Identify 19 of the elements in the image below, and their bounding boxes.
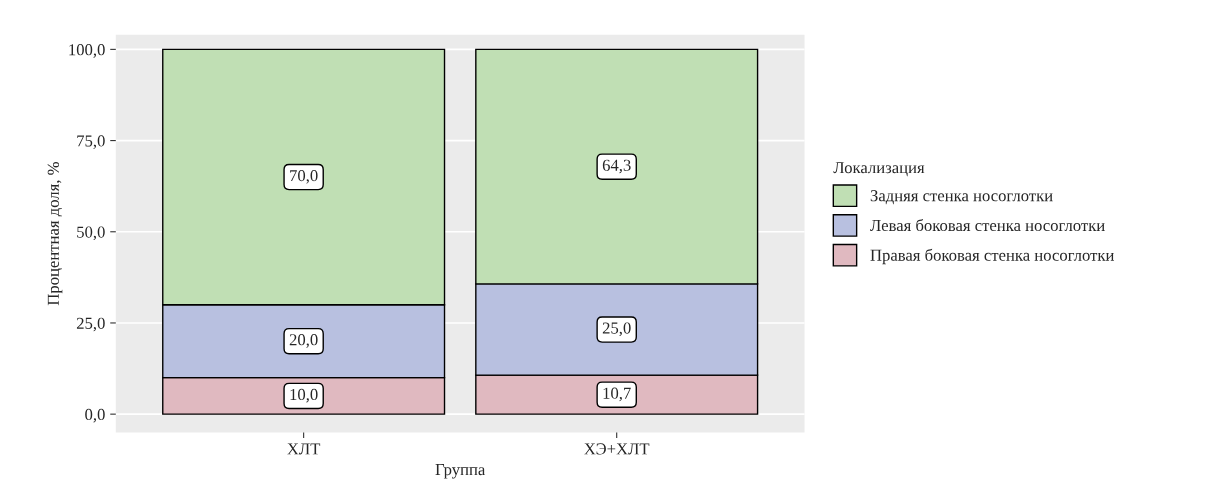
x-tick-label: ХЛТ xyxy=(287,443,321,455)
y-tick-label: 75,0 xyxy=(77,135,105,149)
data-label: 20,0 xyxy=(289,334,318,348)
y-tick-label: 25,0 xyxy=(76,317,105,332)
data-label: 10,0 xyxy=(290,388,318,403)
y-tick-label: 100,0 xyxy=(69,44,105,58)
y-axis-title: Процентная доля, % xyxy=(47,162,63,306)
data-label: 64,3 xyxy=(602,159,631,174)
legend-label: Правая боковая стенка носоглотки xyxy=(870,248,1114,265)
data-label: 25,0 xyxy=(602,322,631,337)
legend-label: Задняя стенка носоглотки xyxy=(870,190,1053,205)
x-axis-title: Группа xyxy=(435,464,486,479)
legend-label: Левая боковая стенка носоглотки xyxy=(870,218,1105,232)
legend-title: Локализация xyxy=(833,162,925,177)
x-tick-label: ХЭ+ХЛТ xyxy=(584,443,650,455)
data-label: 10,7 xyxy=(603,387,631,402)
y-tick-label: 50,0 xyxy=(77,226,105,241)
y-tick-label: 0,0 xyxy=(85,408,105,423)
data-label: 70,0 xyxy=(290,169,318,184)
